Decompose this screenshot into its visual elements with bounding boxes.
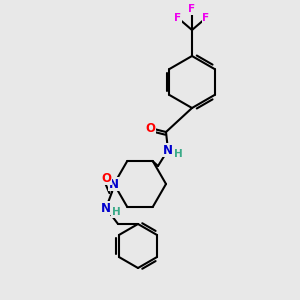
Text: N: N (109, 178, 119, 190)
Text: F: F (202, 13, 210, 23)
Text: N: N (101, 202, 111, 214)
Text: H: H (174, 149, 182, 159)
Text: F: F (174, 13, 182, 23)
Text: F: F (188, 4, 196, 14)
Text: O: O (101, 172, 111, 184)
Text: H: H (112, 207, 120, 217)
Text: N: N (163, 143, 173, 157)
Text: O: O (145, 122, 155, 134)
